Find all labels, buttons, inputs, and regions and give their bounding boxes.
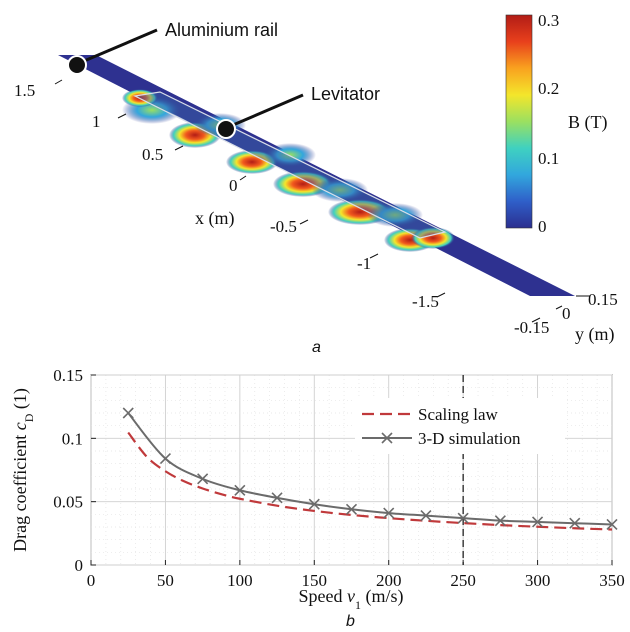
panel-a-label: a — [312, 339, 321, 356]
y-ticks: 0 0.05 0.1 0.15 — [53, 366, 96, 575]
colorbar-tick: 0.2 — [538, 79, 559, 98]
x-tick-label: 300 — [525, 571, 551, 590]
series-line-0 — [127, 431, 613, 531]
data-point-marker — [606, 518, 618, 531]
data-point-marker — [569, 517, 581, 529]
legend-marker-x — [381, 432, 393, 444]
data-point-marker — [383, 507, 395, 519]
data-point-marker — [308, 498, 320, 510]
y-tick-label: 0.05 — [53, 493, 83, 512]
x-tick-label: 250 — [450, 571, 476, 590]
x-tick-label: 150 — [302, 571, 328, 590]
colorbar-tick: 0.1 — [538, 149, 559, 168]
callout-rail-label: Aluminium rail — [165, 20, 278, 40]
y-tick-label: 0 — [562, 304, 571, 323]
magnetic-field-map — [122, 89, 455, 252]
legend: Scaling law 3-D simulation — [355, 398, 565, 454]
x-tick-label: 0.5 — [142, 145, 163, 164]
data-point-marker — [271, 492, 283, 504]
data-point-marker — [345, 503, 358, 515]
x-tick-label: 0 — [87, 571, 96, 590]
x-tick-label: -1.5 — [412, 292, 439, 311]
colorbar-tick: 0.3 — [538, 11, 559, 30]
callout-rail: Aluminium rail — [67, 20, 278, 75]
colorbar-label: B (T) — [568, 112, 608, 133]
x-tick-label: -0.5 — [270, 217, 297, 236]
data-point-marker — [494, 515, 506, 527]
callout-levitator: Levitator — [216, 84, 380, 139]
data-point-marker — [420, 510, 432, 522]
x-tick-label: -1 — [357, 254, 371, 273]
y-tick-label: 0.15 — [53, 366, 83, 385]
x-ticks: 0 50 100 150 200 250 300 350 — [87, 560, 625, 590]
levitator — [133, 91, 447, 239]
x-tick-label: 200 — [376, 571, 402, 590]
y-tick-label: 0.1 — [62, 429, 83, 448]
legend-label-scaling-law: Scaling law — [418, 405, 499, 424]
x-axis-3d: 1.5 1 0.5 0 -0.5 -1 -1.5 x (m) — [14, 79, 446, 311]
y-axis-title: Drag coefficient cD (1) — [10, 388, 36, 552]
x-tick-label: 50 — [157, 571, 174, 590]
data-point-marker — [532, 516, 544, 528]
y-tick-label: 0 — [75, 556, 84, 575]
grid — [90, 374, 613, 566]
panel-b-label: b — [346, 613, 355, 630]
series-line-1 — [127, 412, 613, 526]
colorbar-tick: 0 — [538, 217, 547, 236]
x-axis-title: Speed v1 (m/s) — [299, 586, 404, 612]
x-tick-label: 350 — [599, 571, 625, 590]
y-axis-label: y (m) — [575, 324, 615, 345]
y-axis-3d: 0.15 0 -0.15 y (m) — [514, 290, 618, 345]
panel-b: 0 50 100 150 200 250 300 350 0 0.05 0.1 0.15 Scali… — [10, 366, 625, 630]
x-tick-label: 1.5 — [14, 81, 35, 100]
callout-levitator-label: Levitator — [311, 84, 380, 104]
x-axis-label: x (m) — [195, 208, 235, 229]
y-tick-label: 0.15 — [588, 290, 618, 309]
y-tick-label: -0.15 — [514, 318, 549, 337]
x-tick-label: 1 — [92, 112, 101, 131]
legend-label-3d-simulation: 3-D simulation — [418, 429, 521, 448]
data-point-marker — [197, 473, 209, 485]
x-tick-label: 100 — [227, 571, 253, 590]
panel-a: Aluminium rail Levitator 1.5 1 0.5 0 -0.… — [14, 11, 618, 356]
data-point-marker — [159, 453, 171, 465]
data-point-marker — [234, 484, 246, 496]
series-layer — [122, 407, 618, 531]
data-point-marker — [122, 407, 134, 419]
colorbar: 0.3 0.2 0.1 0 B (T) — [505, 11, 608, 236]
x-tick-label: 0 — [229, 176, 238, 195]
data-point-marker — [457, 512, 469, 524]
